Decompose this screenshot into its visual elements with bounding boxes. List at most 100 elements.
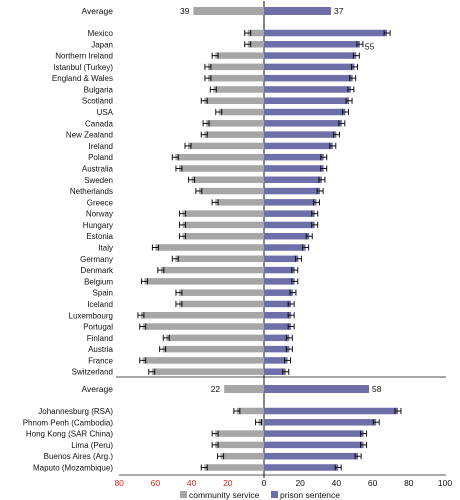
scotland-prison-error — [345, 97, 353, 104]
italy-community-error — [151, 244, 159, 251]
row-label-switzerland: Switzerland — [72, 368, 113, 377]
belgium-prison-error — [291, 278, 299, 285]
bulgaria-prison-bar — [264, 86, 351, 93]
row-label-estonia: Estonia — [86, 232, 113, 241]
x-tick-0: 0 — [262, 478, 267, 488]
netherlands-prison-error — [316, 188, 324, 195]
x-tick-neg-80: 80 — [114, 478, 124, 488]
row-label-mexico: Mexico — [88, 29, 114, 38]
norway-community-error — [179, 210, 187, 217]
estonia-community-error — [179, 233, 187, 240]
italy-prison-error — [302, 244, 310, 251]
ireland-prison-bar — [264, 142, 333, 150]
row-label-austria: Austria — [88, 345, 113, 354]
japan-prison-error — [356, 41, 364, 48]
canada-community-error — [202, 120, 210, 127]
row-label-scotland: Scotland — [82, 97, 113, 106]
row-label-poland: Poland — [88, 153, 113, 162]
germany-prison-bar — [264, 255, 299, 263]
new-zealand-prison-bar — [264, 131, 337, 138]
row-label-ireland: Ireland — [89, 142, 113, 151]
luxembourg-prison-bar — [264, 312, 292, 319]
average-label-2: Average — [81, 384, 113, 394]
australia-prison-bar — [264, 165, 324, 172]
x-tick-60: 60 — [368, 478, 378, 488]
phnom-penh-cambodia-prison-error — [372, 419, 380, 426]
new-zealand-community-error — [200, 131, 208, 138]
japan-prison-bar — [264, 41, 360, 48]
x-tick-80: 80 — [404, 478, 414, 488]
x-tick-neg-40: 40 — [187, 478, 197, 488]
scotland-prison-bar — [264, 97, 350, 104]
hungary-prison-error — [311, 221, 319, 228]
germany-community-error — [171, 255, 179, 262]
denmark-prison-bar — [264, 266, 295, 274]
finland-prison-error — [285, 334, 293, 341]
france-community-error — [139, 357, 147, 364]
spain-community-bar — [178, 289, 264, 296]
portugal-community-error — [139, 323, 147, 330]
average-1-prison-value: 37 — [334, 6, 344, 16]
istanbul-turkey-prison-error — [351, 63, 358, 70]
sweden-community-error — [188, 176, 196, 183]
row-label-greece: Greece — [87, 198, 114, 207]
iceland-prison-error — [287, 300, 295, 307]
row-label-portugal: Portugal — [83, 323, 113, 332]
greece-prison-error — [312, 199, 320, 206]
iceland-community-bar — [178, 300, 264, 308]
norway-prison-bar — [264, 210, 315, 217]
row-label-france: France — [88, 356, 113, 365]
portugal-prison-bar — [264, 323, 292, 330]
netherlands-prison-bar — [264, 187, 321, 195]
sweden-prison-bar — [264, 176, 322, 184]
france-prison-error — [284, 357, 292, 364]
northern-ireland-community-error — [211, 52, 219, 59]
poland-community-bar — [175, 153, 264, 161]
johannesburg-rsa-community-error — [233, 408, 241, 414]
row-label-hungary: Hungary — [83, 221, 113, 230]
austria-community-error — [159, 346, 167, 353]
switzerland-community-error — [148, 368, 156, 375]
luxembourg-prison-error — [287, 312, 295, 319]
row-label-usa: USA — [97, 108, 114, 117]
ireland-community-error — [184, 142, 192, 149]
greece-community-error — [211, 199, 219, 206]
x-tick-neg-20: 20 — [223, 478, 233, 488]
finland-prison-bar — [264, 334, 290, 342]
switzerland-community-bar — [151, 368, 264, 375]
row-label-buenos-aires-arg: Buenos Aires (Arg.) — [44, 452, 114, 461]
row-label-england-wales: England & Wales — [52, 74, 113, 83]
buenos-aires-arg-community-bar — [220, 452, 264, 460]
usa-community-bar — [218, 108, 264, 116]
x-tick-20: 20 — [295, 478, 305, 488]
lima-peru-community-bar — [215, 441, 264, 449]
legend-prison-label: prison sentence — [280, 490, 340, 500]
maputo-mozambique-prison-error — [334, 464, 342, 471]
average-2-prison-bar — [264, 385, 369, 393]
greece-community-bar — [215, 199, 264, 206]
mexico-prison-error — [383, 30, 391, 36]
istanbul-turkey-prison-bar — [264, 63, 355, 71]
england-wales-prison-bar — [264, 74, 353, 82]
hungary-community-error — [179, 221, 187, 228]
canada-prison-bar — [264, 120, 342, 127]
row-label-hong-kong-sar-china: Hong Kong (SAR China) — [26, 430, 113, 439]
ireland-prison-error — [329, 142, 337, 149]
scotland-community-error — [200, 97, 208, 104]
average-1-prison-bar — [264, 7, 331, 15]
maputo-mozambique-community-error — [200, 464, 208, 471]
france-community-bar — [142, 357, 264, 364]
buenos-aires-arg-community-error — [217, 453, 225, 460]
luxembourg-community-error — [137, 312, 145, 319]
canada-prison-error — [338, 120, 346, 127]
scotland-community-bar — [204, 97, 264, 104]
buenos-aires-arg-prison-bar — [264, 452, 359, 460]
ireland-community-bar — [187, 142, 264, 150]
belgium-community-error — [141, 278, 149, 285]
row-label-norway: Norway — [86, 210, 113, 219]
hungary-community-bar — [182, 221, 264, 229]
japan-prison-value: 55 — [365, 41, 375, 51]
lima-peru-community-error — [211, 441, 219, 448]
row-label-bulgaria: Bulgaria — [84, 85, 114, 94]
lima-peru-prison-error — [360, 441, 368, 448]
